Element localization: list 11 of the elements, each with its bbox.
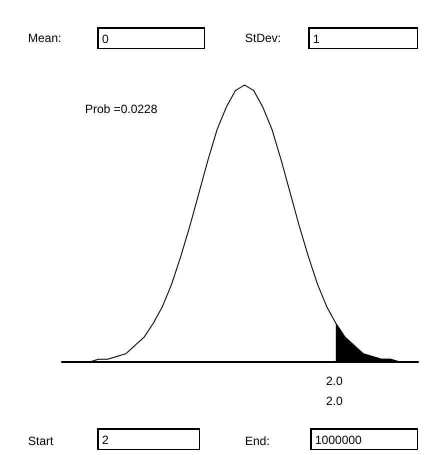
text: End: <box>245 434 270 448</box>
text-field: 2 <box>97 428 200 450</box>
text: Start <box>28 434 54 448</box>
text: 2.0 <box>326 394 343 408</box>
text: 2.0 <box>326 374 343 388</box>
annotation: Prob =0.0228 <box>85 102 158 116</box>
text-field: 0 <box>97 27 205 49</box>
text: Mean: <box>28 31 62 45</box>
text-field: 1 <box>308 27 418 49</box>
text: StDev: <box>245 31 282 45</box>
text-field: 1000000 <box>310 428 418 450</box>
